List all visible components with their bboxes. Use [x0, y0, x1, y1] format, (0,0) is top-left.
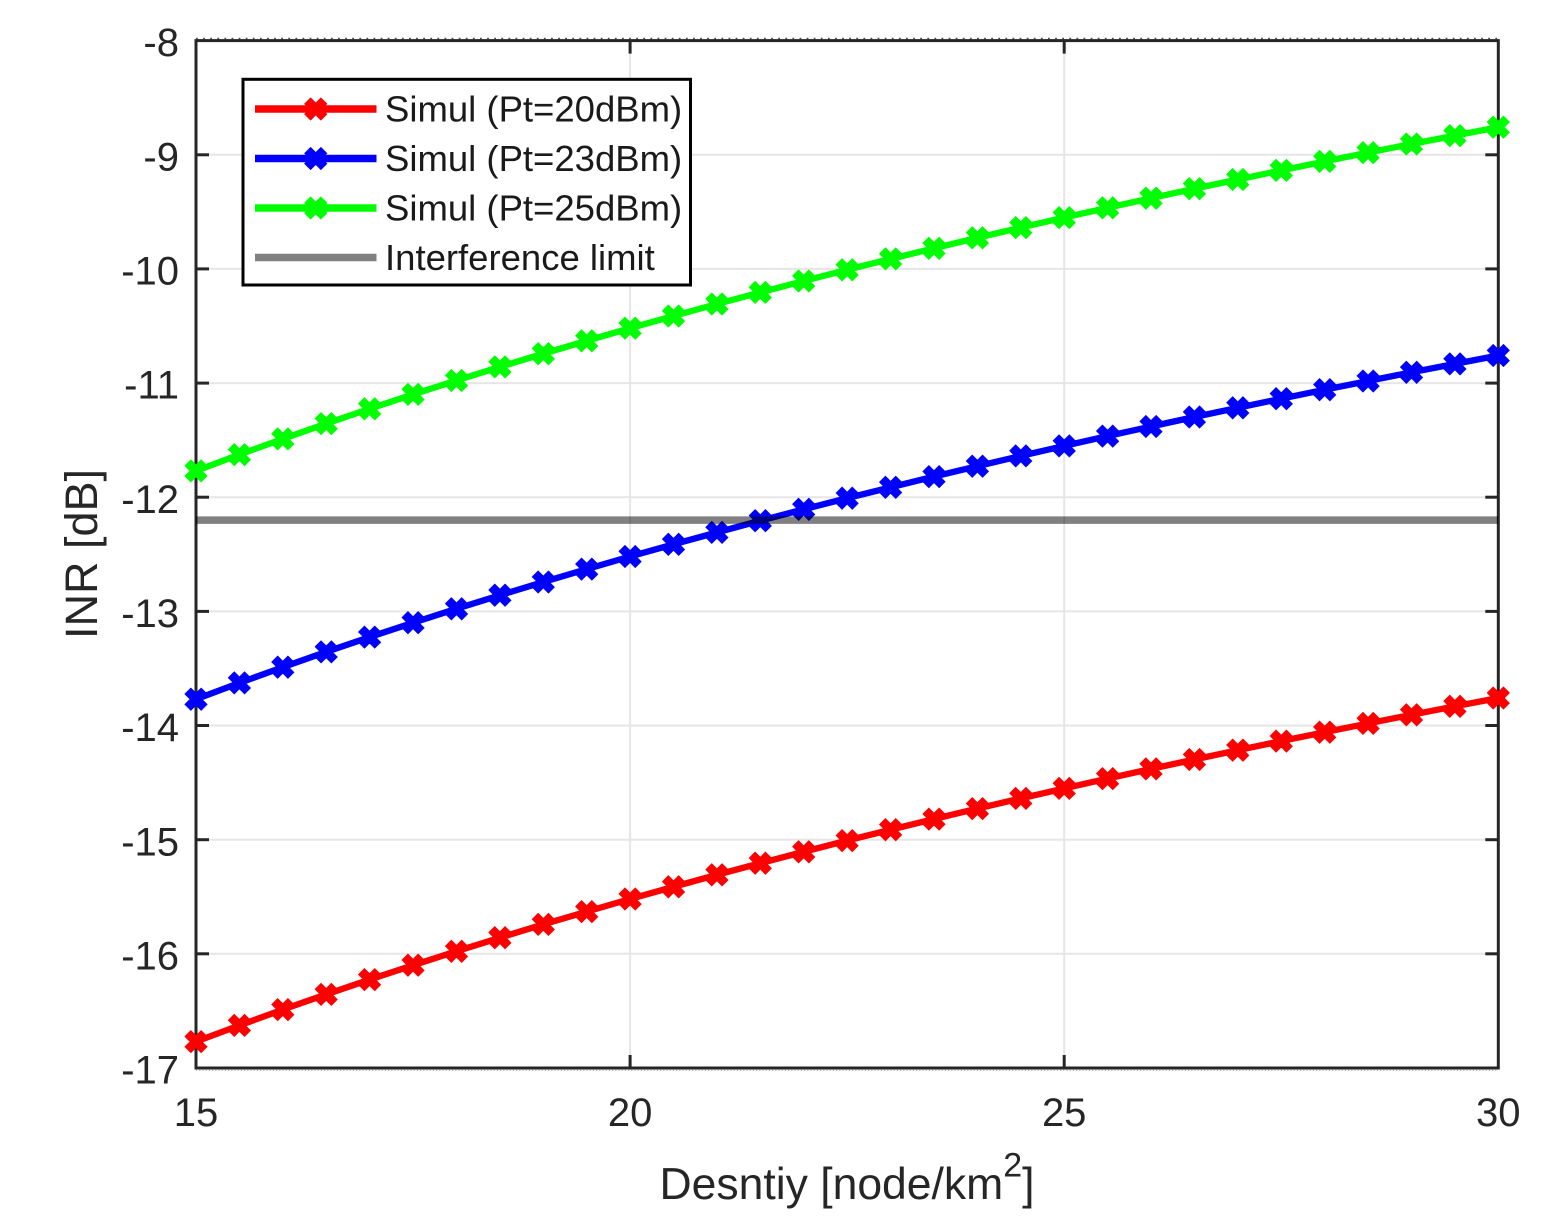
svg-text:Simul (Pt=25dBm): Simul (Pt=25dBm)	[385, 188, 682, 229]
svg-text:-17: -17	[121, 1049, 179, 1093]
svg-text:15: 15	[174, 1091, 219, 1135]
svg-text:Simul (Pt=23dBm): Simul (Pt=23dBm)	[385, 138, 682, 179]
svg-text:INR [dB]: INR [dB]	[56, 469, 107, 639]
svg-text:-10: -10	[121, 250, 179, 294]
svg-text:-13: -13	[121, 592, 179, 636]
svg-text:-16: -16	[121, 934, 179, 978]
svg-text:-9: -9	[143, 135, 179, 179]
svg-text:-14: -14	[121, 706, 179, 750]
svg-text:-15: -15	[121, 820, 179, 864]
svg-text:25: 25	[1042, 1091, 1087, 1135]
svg-text:30: 30	[1476, 1091, 1521, 1135]
svg-text:-12: -12	[121, 478, 179, 522]
svg-text:-8: -8	[143, 21, 179, 65]
svg-text:Simul (Pt=20dBm): Simul (Pt=20dBm)	[385, 89, 682, 130]
svg-text:Interference limit: Interference limit	[385, 237, 655, 278]
svg-text:20: 20	[608, 1091, 653, 1135]
svg-text:-11: -11	[124, 364, 179, 408]
